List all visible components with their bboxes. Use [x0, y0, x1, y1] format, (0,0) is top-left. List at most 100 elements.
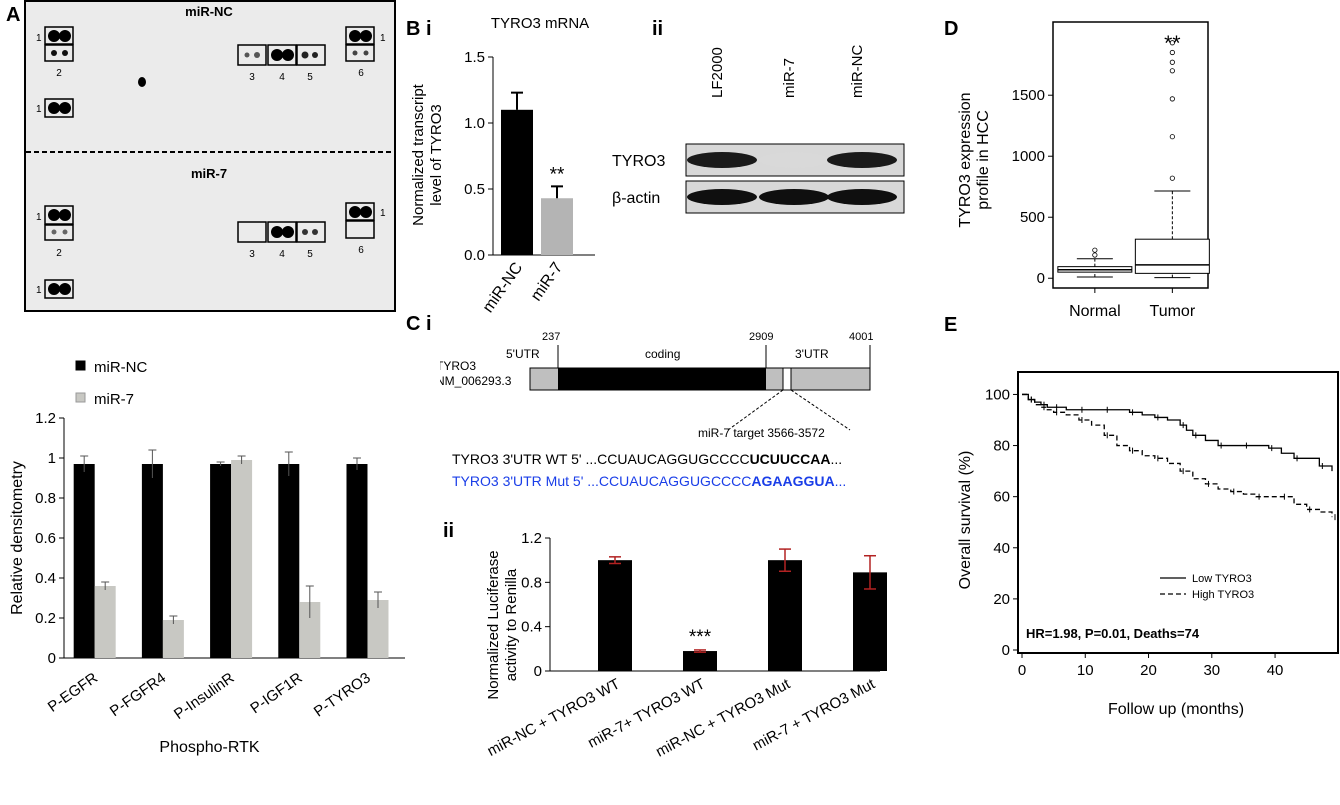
outlier	[1092, 252, 1098, 258]
chart-d-boxplot: 0 500 1000 1500 TYRO3 expression profile in H…	[957, 21, 1210, 320]
array-bottom-spots: 1 2 1 3 4 5 1 6	[36, 202, 386, 299]
x-tick-label: miR-NC + TYRO3 Mut	[653, 675, 794, 761]
y-axis-label-2: activity to Renilla	[503, 568, 520, 681]
svg-text:6: 6	[358, 245, 364, 256]
y-tick-label: 0	[48, 650, 56, 667]
panel-label-e: E	[944, 314, 958, 336]
y-axis-label-2: level of TYRO3	[428, 104, 445, 205]
y-tick-label: 0	[1037, 270, 1045, 287]
significance: **	[550, 164, 565, 185]
y-axis-label-1: Normalized transcript	[410, 83, 427, 226]
legend-label: High TYRO3	[1192, 589, 1254, 601]
svg-text:1: 1	[380, 208, 386, 219]
x-axis-label: Follow up (months)	[1108, 701, 1244, 718]
x-tick-label: Tumor	[1150, 303, 1196, 320]
panel-label-c-ii: ii	[443, 520, 455, 542]
x-tick-label: miR-7	[528, 259, 566, 304]
y-tick-label: 20	[993, 591, 1010, 608]
bar-miR-NC	[346, 464, 368, 658]
y-tick-label: 100	[985, 386, 1010, 403]
km-curve-High TYRO3	[1022, 393, 1333, 518]
y-tick-label: 0.8	[521, 574, 542, 591]
y-tick-label: 0	[534, 663, 542, 680]
svg-text:6: 6	[358, 68, 364, 79]
bar	[501, 109, 533, 255]
bar	[683, 651, 717, 671]
utr3-label: 3'UTR	[795, 347, 829, 361]
y-tick-label: 60	[993, 489, 1010, 506]
outlier	[1169, 175, 1175, 181]
x-tick-label: miR-NC	[480, 260, 527, 316]
svg-text:4: 4	[279, 249, 285, 260]
bar	[541, 198, 573, 255]
outlier	[1169, 49, 1175, 56]
y-tick-label: 1.2	[35, 410, 56, 427]
bar-miR-NC	[73, 464, 95, 658]
panel-label-b: B i	[406, 18, 432, 40]
svg-text:5: 5	[307, 249, 313, 260]
bar-miR-7	[94, 586, 116, 658]
outlier	[1169, 59, 1175, 65]
plot-frame	[1017, 371, 1339, 654]
svg-text:3: 3	[249, 72, 255, 83]
y-axis-label: Relative densitometry	[9, 461, 26, 615]
bar-miR-7	[162, 620, 184, 658]
band	[687, 189, 757, 205]
panel-label-b-ii: ii	[652, 18, 664, 40]
chart-a-densitometry: 0 0.2 0.4 0.6 0.8 1 1.2 Relative densitometry P-…	[9, 359, 405, 756]
x-axis-label: Phospho-RTK	[159, 739, 260, 756]
svg-text:2: 2	[56, 68, 62, 79]
y-tick-label: 500	[1020, 209, 1045, 226]
coding-label: coding	[645, 347, 680, 361]
chart-c-luciferase: 0 0.4 0.8 1.2 Normalized Luciferase activity …	[485, 530, 887, 761]
svg-text:5: 5	[307, 72, 313, 83]
legend-label: miR-7	[94, 391, 134, 408]
outlier	[1169, 40, 1175, 46]
significance: ***	[689, 627, 712, 648]
tyro3-gene-map: TYRO3 NM_006293.3 5'UTR coding 3'UTR 237…	[440, 331, 873, 489]
svg-text:1: 1	[36, 33, 42, 44]
y-axis-label-1: TYRO3 expression	[957, 92, 974, 227]
array-title-mir-nc: miR-NC	[185, 4, 233, 19]
legend-swatch	[75, 360, 86, 371]
y-tick-label: 1500	[1012, 87, 1045, 104]
row-label: TYRO3	[612, 153, 665, 170]
y-tick-label: 1000	[1012, 148, 1045, 165]
y-tick-label: 0.8	[35, 490, 56, 507]
y-tick-label: 0.2	[35, 610, 56, 627]
y-tick-label: 0.0	[464, 247, 485, 264]
y-axis-label: Overall survival (%)	[957, 451, 974, 590]
y-axis-label-1: Normalized Luciferase	[485, 550, 502, 699]
y-tick-label: 0.4	[35, 570, 56, 587]
band	[759, 189, 829, 205]
y-tick-label: 1	[48, 450, 56, 467]
pos-237: 237	[542, 331, 560, 343]
gene-accession: NM_006293.3	[440, 374, 512, 388]
phospho-rtk-array-image: miR-NC miR-7 1 2 1 3 4 5 1 6 1 2	[24, 0, 396, 312]
band	[827, 152, 897, 168]
western-blot: LF2000 miR-7 miR-NC TYRO3 β-actin	[612, 45, 905, 214]
bar-miR-7	[367, 600, 389, 658]
bar-miR-7	[299, 602, 321, 658]
pos-4001: 4001	[849, 331, 873, 343]
x-tick-label: 0	[1018, 662, 1026, 679]
y-tick-label: 0.5	[464, 181, 485, 198]
mut-sequence: TYRO3 3'UTR Mut 5' ...CCUAUCAGGUGCCCCAGA…	[452, 473, 846, 489]
x-tick-label: 20	[1140, 662, 1157, 679]
svg-text:3: 3	[249, 249, 255, 260]
utr5-label: 5'UTR	[506, 347, 540, 361]
y-tick-label: 40	[993, 540, 1010, 557]
legend-label: Low TYRO3	[1192, 573, 1252, 585]
significance: **	[1164, 32, 1180, 55]
bar-miR-7	[231, 460, 253, 658]
lane-label: miR-7	[781, 58, 798, 98]
box	[1134, 238, 1210, 274]
outlier	[1169, 96, 1175, 102]
gene-name: TYRO3	[440, 359, 476, 373]
y-tick-label: 1.5	[464, 49, 485, 66]
svg-text:1: 1	[380, 33, 386, 44]
row-label: β-actin	[612, 190, 660, 207]
bar-miR-NC	[210, 464, 232, 658]
panel-label-d: D	[944, 18, 959, 40]
panel-label-a: A	[6, 4, 21, 26]
